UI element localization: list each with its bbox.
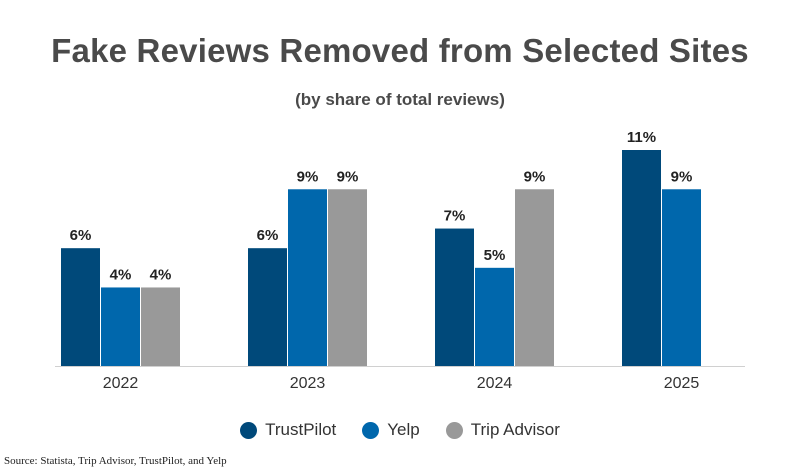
- bar-yelp-2023: [288, 189, 327, 366]
- data-label-trip-advisor-2023: 9%: [337, 168, 359, 185]
- legend-swatch-trustpilot: [240, 421, 258, 439]
- legend-item-yelp: Yelp: [362, 420, 420, 440]
- chart-title: Fake Reviews Removed from Selected Sites: [51, 32, 749, 69]
- x-tick-label-2025: 2025: [664, 375, 700, 392]
- chart-subtitle: (by share of total reviews): [295, 90, 505, 109]
- data-label-yelp-2022: 4%: [110, 266, 132, 283]
- legend-item-trip-advisor: Trip Advisor: [445, 420, 560, 440]
- x-tick-label-2024: 2024: [477, 375, 513, 392]
- bar-trustpilot-2022: [61, 248, 100, 366]
- bar-trip-advisor-2022: [141, 287, 180, 366]
- data-label-trip-advisor-2024: 9%: [524, 168, 546, 185]
- legend-label-trustpilot: TrustPilot: [265, 420, 337, 439]
- legend-swatch-trip-advisor: [445, 421, 463, 439]
- data-label-yelp-2025: 9%: [671, 168, 693, 185]
- bar-yelp-2025: [662, 189, 701, 366]
- bar-trip-advisor-2023: [328, 189, 367, 366]
- data-label-yelp-2023: 9%: [297, 168, 319, 185]
- data-label-trustpilot-2025: 11%: [627, 129, 656, 146]
- bar-yelp-2024: [475, 267, 514, 366]
- data-label-trip-advisor-2022: 4%: [150, 266, 172, 283]
- bar-yelp-2022: [101, 287, 140, 366]
- bar-trustpilot-2025: [622, 150, 661, 366]
- legend-swatch-yelp: [362, 421, 380, 439]
- source-note: Source: Statista, Trip Advisor, TrustPil…: [4, 455, 227, 467]
- data-label-trustpilot-2024: 7%: [444, 208, 466, 225]
- data-label-trustpilot-2022: 6%: [70, 227, 92, 244]
- legend-label-trip-advisor: Trip Advisor: [470, 420, 560, 439]
- legend-label-yelp: Yelp: [387, 420, 420, 439]
- data-label-yelp-2024: 5%: [484, 247, 506, 264]
- x-tick-label-2022: 2022: [103, 375, 139, 392]
- bar-trip-advisor-2024: [515, 189, 554, 366]
- data-label-trustpilot-2023: 6%: [257, 227, 279, 244]
- x-tick-label-2023: 2023: [290, 375, 326, 392]
- legend-item-trustpilot: TrustPilot: [240, 420, 336, 440]
- legend: TrustPilot Yelp Trip Advisor: [0, 420, 800, 440]
- bar-trustpilot-2024: [435, 228, 474, 366]
- bar-trustpilot-2023: [248, 248, 287, 366]
